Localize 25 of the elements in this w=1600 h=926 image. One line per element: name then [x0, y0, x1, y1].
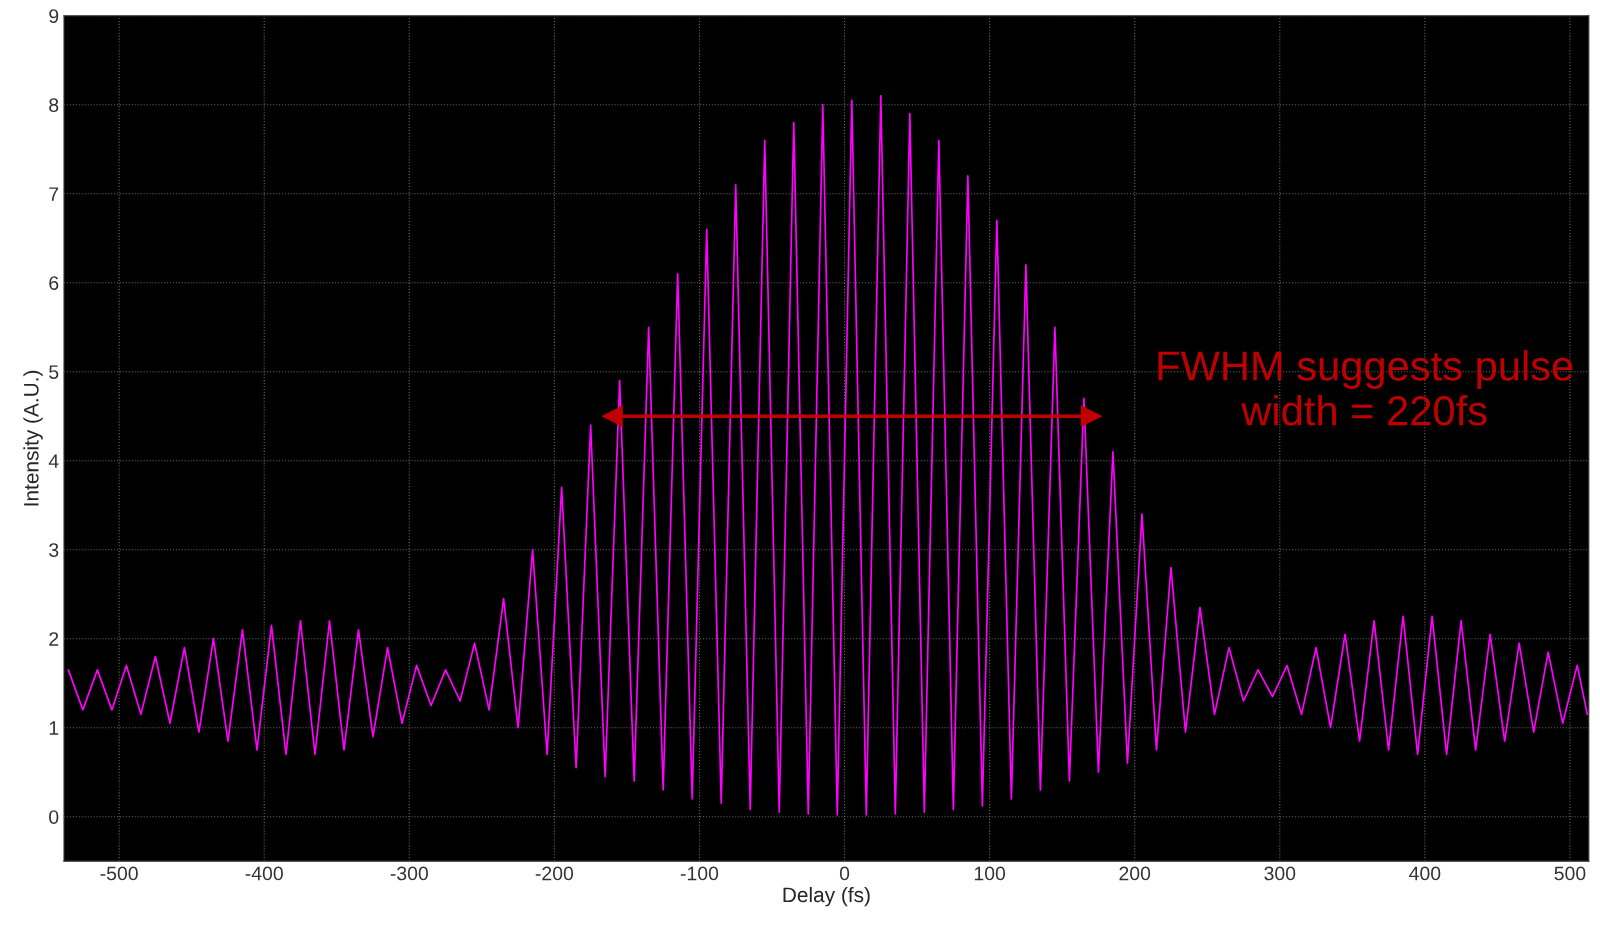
x-tick-label: 0 — [839, 866, 850, 881]
line-series — [67, 95, 1589, 816]
y-tick-label: 8 — [49, 98, 59, 112]
y-axis-title: Intensity (A.U.) — [23, 370, 43, 506]
x-tick-label: -400 — [245, 866, 283, 881]
x-tick-label: 200 — [1119, 866, 1151, 881]
x-tick-label: 100 — [974, 866, 1006, 881]
x-tick-label: -300 — [390, 866, 428, 881]
y-tick-label: 7 — [49, 187, 59, 201]
y-tick-label: 6 — [49, 276, 59, 290]
y-tick-label: 4 — [48, 454, 59, 468]
y-tick-label: 5 — [49, 365, 59, 379]
x-tick-label: -100 — [680, 866, 719, 881]
x-tick-label: -500 — [100, 866, 138, 881]
y-tick-label: 2 — [49, 632, 59, 646]
x-tick-label: 500 — [1554, 866, 1586, 881]
y-tick-label: 1 — [49, 721, 59, 735]
y-tick-label: 3 — [49, 543, 59, 557]
x-tick-label: 300 — [1264, 866, 1296, 881]
x-tick-label: -200 — [535, 866, 574, 881]
y-tick-label: 9 — [49, 9, 59, 23]
x-tick-label: 400 — [1409, 866, 1441, 881]
annotation: FWHM suggests pulse width = 220fs — [1158, 350, 1573, 426]
x-axis-title: Delay (fs) — [783, 886, 870, 907]
y-tick-label: 0 — [49, 810, 59, 824]
